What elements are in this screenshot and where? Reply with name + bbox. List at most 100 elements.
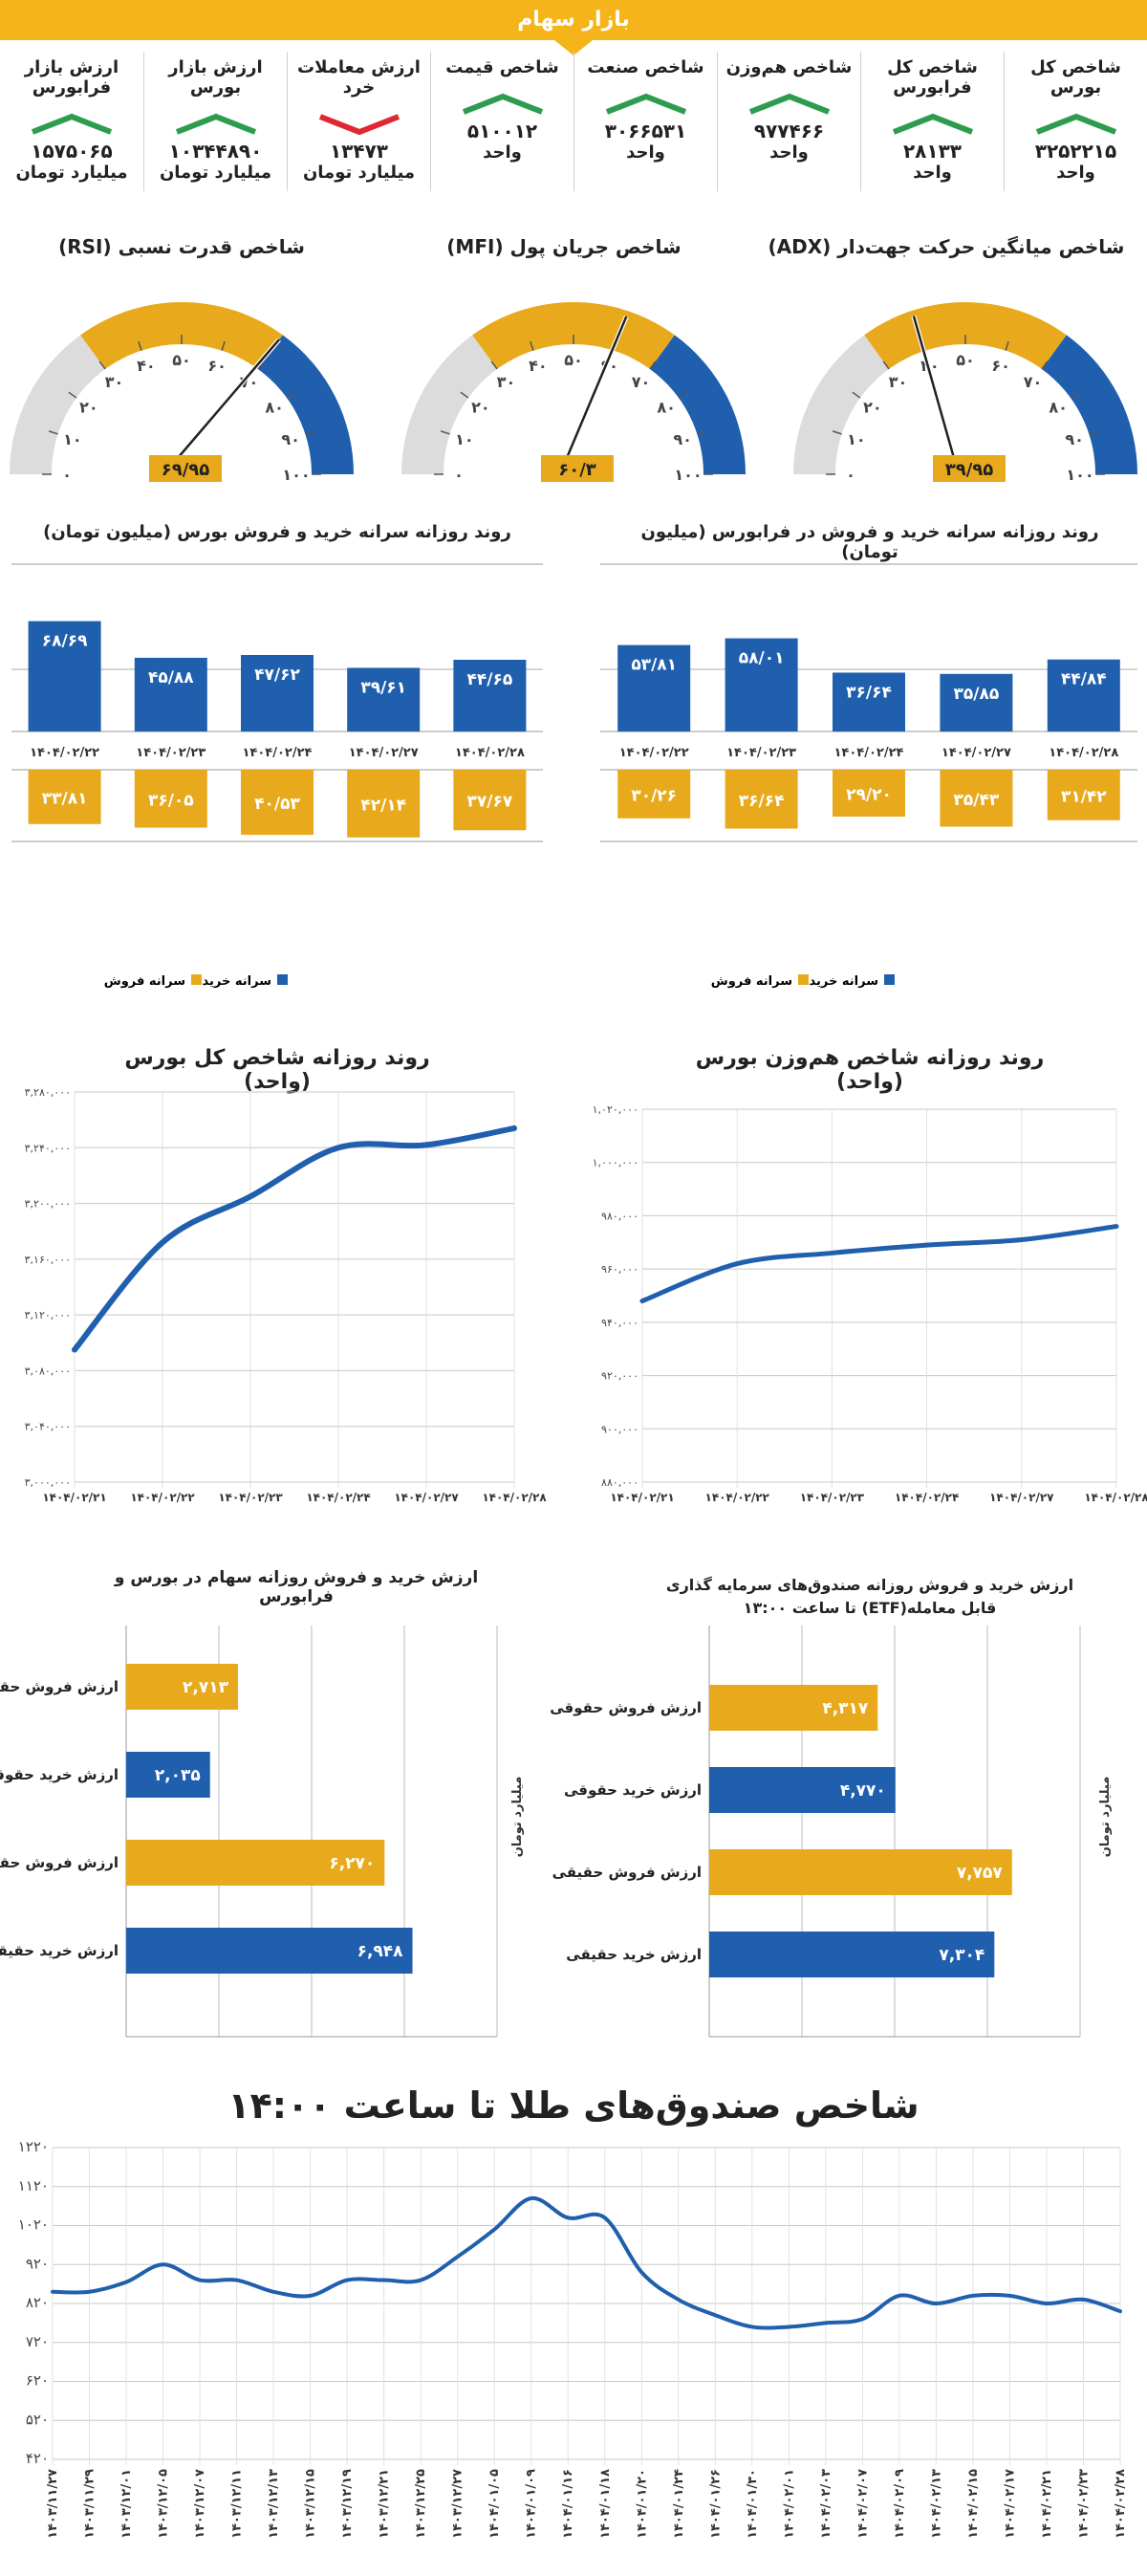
bar-buy [617, 644, 691, 731]
index-label: ارزش بازار فرابورس [24, 57, 119, 98]
gauge-tick-label: ۵۰ [564, 351, 583, 369]
gold-fund-chart: ۴۲۰ ۵۲۰ ۶۲۰ ۷۲۰ ۸۲۰ ۹۲۰ ۱۰۲۰ ۱۱۲۰ ۱۲۲۰ ۱۴۰۳/۱۱/۲۷… [18, 2138, 1128, 2539]
y-tick-label: ۳,۱۲۰,۰۰۰ [25, 1309, 71, 1321]
bar-sell-label: ۳۷/۶۷ [467, 793, 513, 812]
gauge-tick-label: ۴۰ [529, 357, 548, 375]
bar-sell [617, 770, 691, 819]
x-tick-label: ۱۴۰۴/۰۱/۱۶ [561, 2469, 575, 2539]
trend-up-icon [748, 93, 830, 115]
x-tick-label: ۱۴۰۴/۰۲/۲۱ [42, 1491, 106, 1504]
trend-up-icon [605, 93, 686, 115]
gauge-tick [852, 391, 861, 399]
y-tick-label: ۹۲۰,۰۰۰ [601, 1370, 638, 1383]
index-unit: واحد [626, 142, 665, 163]
bar-buy [940, 673, 1013, 731]
y-tick-label: ۳,۰۸۰,۰۰۰ [25, 1364, 71, 1377]
hbar-category-label: ارزش خرید حقیقی [566, 1946, 702, 1963]
index-label: ارزش بازار بورس [168, 57, 263, 98]
gauge-tick [1070, 391, 1079, 399]
category-label: ۱۴۰۴/۰۲/۲۴ [834, 746, 904, 760]
trend-up-icon [31, 113, 113, 135]
hbar-value-label: ۷,۳۰۴ [939, 1946, 985, 1965]
gauge-tick [697, 430, 707, 435]
gauge-tick-label: ۶۰ [991, 357, 1010, 375]
hbar [126, 1752, 210, 1798]
bar-buy-label: ۶۸/۶۹ [42, 632, 88, 651]
bar-sell-label: ۴۰/۵۳ [254, 795, 300, 814]
x-tick-label: ۱۴۰۴/۰۲/۲۴ [306, 1491, 370, 1504]
x-tick-label: ۱۴۰۴/۰۲/۲۷ [989, 1491, 1054, 1504]
x-tick-label: ۱۴۰۴/۰۲/۲۲ [130, 1491, 195, 1504]
index-line-charts: ۳,۰۰۰,۰۰۰ ۳,۰۴۰,۰۰۰ ۳,۰۸۰,۰۰۰ ۳,۱۲۰,۰۰۰ ۳,۱۶… [25, 1086, 1147, 1504]
gauge-tick [530, 340, 534, 351]
gauge-tick-label: ۳۰ [105, 373, 124, 391]
x-tick-label: ۱۴۰۴/۰۲/۲۲ [705, 1491, 770, 1504]
trend-up-icon [1035, 113, 1116, 135]
category-label: ۱۴۰۴/۰۲/۲۷ [349, 746, 419, 760]
bar-buy-label: ۴۵/۸۸ [148, 668, 194, 688]
x-tick-label: ۱۴۰۴/۰۱/۲۰ [635, 2469, 649, 2539]
category-label: ۱۴۰۴/۰۲/۲۷ [941, 746, 1011, 760]
index-value: ۳۰۶۶۵۳۱ [604, 120, 687, 142]
x-tick-label: ۱۴۰۳/۱۲/۲۱ [378, 2469, 392, 2539]
bar-sell-label: ۴۲/۱۴ [360, 796, 406, 815]
bar-sell [1047, 770, 1120, 820]
legend-label-sell: سرانه فروش [711, 974, 792, 989]
x-tick-label: ۱۴۰۴/۰۱/۳۰ [746, 2469, 760, 2539]
y-tick-label: ۳,۲۸۰,۰۰۰ [25, 1086, 71, 1099]
y-tick-label: ۹۴۰,۰۰۰ [601, 1317, 638, 1329]
bar-buy [833, 672, 905, 731]
x-tick-label: ۱۴۰۳/۱۲/۰۵ [157, 2469, 171, 2539]
index-label: ارزش معاملات خرد [297, 57, 421, 98]
x-tick-label: ۱۴۰۴/۰۲/۲۸ [1084, 1491, 1147, 1504]
gauge-value: ۶۹/۹۵ [162, 460, 210, 480]
y-tick-label: ۹۰۰,۰۰۰ [601, 1423, 638, 1435]
index-value: ۱۵۷۵۰۶۵ [31, 140, 113, 163]
gauge-tick-label: ۲۰ [79, 398, 98, 416]
bar-sell-label: ۳۳/۸۱ [42, 789, 88, 808]
gauge-tick-label: ۳۰ [497, 373, 516, 391]
bar-sell [725, 770, 798, 829]
hbar [126, 1840, 385, 1886]
hbar-category-label: ارزش خرید حقوقی [0, 1766, 119, 1783]
per-capita-charts: ۶۸/۶۹ ۳۳/۸۱ ۱۴۰۴/۰۲/۲۲ ۴۵/۸۸ ۳۶/۰۵ ۱۴۰۴/۰۲/۲۳… [11, 563, 1137, 989]
gauge-tick-label: ۱۰ [847, 430, 866, 448]
gauge-tick-label: ۰ [846, 466, 855, 484]
y-tick-label: ۱,۰۲۰,۰۰۰ [593, 1103, 638, 1116]
index-label: شاخص کل فرابورس [887, 57, 978, 98]
index-value: ۹۷۷۴۶۶ [753, 120, 825, 142]
gauge-zone-high [1041, 335, 1137, 474]
hbar-value-label: ۴,۳۱۷ [822, 1699, 869, 1718]
hbar-category-label: ارزش خرید حقوقی [564, 1781, 702, 1799]
bar-buy [28, 621, 101, 731]
hbar [126, 1664, 238, 1710]
x-tick-label: ۱۴۰۳/۱۱/۲۹ [83, 2469, 97, 2539]
gauge-value-box [541, 455, 614, 482]
bar-buy-label: ۴۴/۸۴ [1061, 670, 1107, 689]
hbar-value-label: ۷,۷۵۷ [957, 1864, 1004, 1883]
y-tick-label: ۹۲۰ [26, 2255, 49, 2272]
gauge-tick [649, 360, 657, 370]
hbar-category-label: ارزش فروش حقیقی [0, 1854, 119, 1871]
x-tick-label: ۱۴۰۴/۰۲/۲۸ [482, 1491, 547, 1504]
etf-value-title: ارزش خرید و فروش روزانه صندوق‌های سرمایه… [665, 1576, 1074, 1617]
gauge-zone-high [649, 335, 746, 474]
hbar-value-label: ۲,۰۳۵ [155, 1766, 201, 1785]
x-tick-label: ۱۴۰۳/۱۲/۲۷ [451, 2469, 465, 2539]
gauge-needle [562, 316, 628, 466]
gauge-tick [882, 360, 890, 370]
gauge-zone-low [793, 335, 890, 474]
legend-swatch-buy [884, 974, 895, 985]
series-line [51, 2195, 1122, 2330]
x-tick-label: ۱۴۰۴/۰۲/۲۸ [1114, 2469, 1128, 2539]
gauge-value-box [933, 455, 1006, 482]
gauge-tick-label: ۰ [62, 466, 72, 484]
gauge-tick-label: ۶۰ [207, 357, 227, 375]
gauge-zone-low [401, 335, 498, 474]
bar-sell [134, 770, 207, 828]
x-tick-label: ۱۴۰۴/۰۲/۱۵ [966, 2469, 981, 2539]
index-card: شاخص کل فرابورس ۲۸۱۳۳ واحد [860, 52, 1004, 191]
gauge-tick [257, 360, 265, 370]
bar-sell-label: ۳۱/۴۲ [1061, 787, 1107, 806]
y-tick-label: ۱۲۲۰ [18, 2138, 49, 2155]
